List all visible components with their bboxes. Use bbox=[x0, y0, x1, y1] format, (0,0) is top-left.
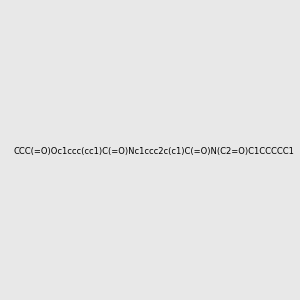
Text: CCC(=O)Oc1ccc(cc1)C(=O)Nc1ccc2c(c1)C(=O)N(C2=O)C1CCCCC1: CCC(=O)Oc1ccc(cc1)C(=O)Nc1ccc2c(c1)C(=O)… bbox=[13, 147, 294, 156]
